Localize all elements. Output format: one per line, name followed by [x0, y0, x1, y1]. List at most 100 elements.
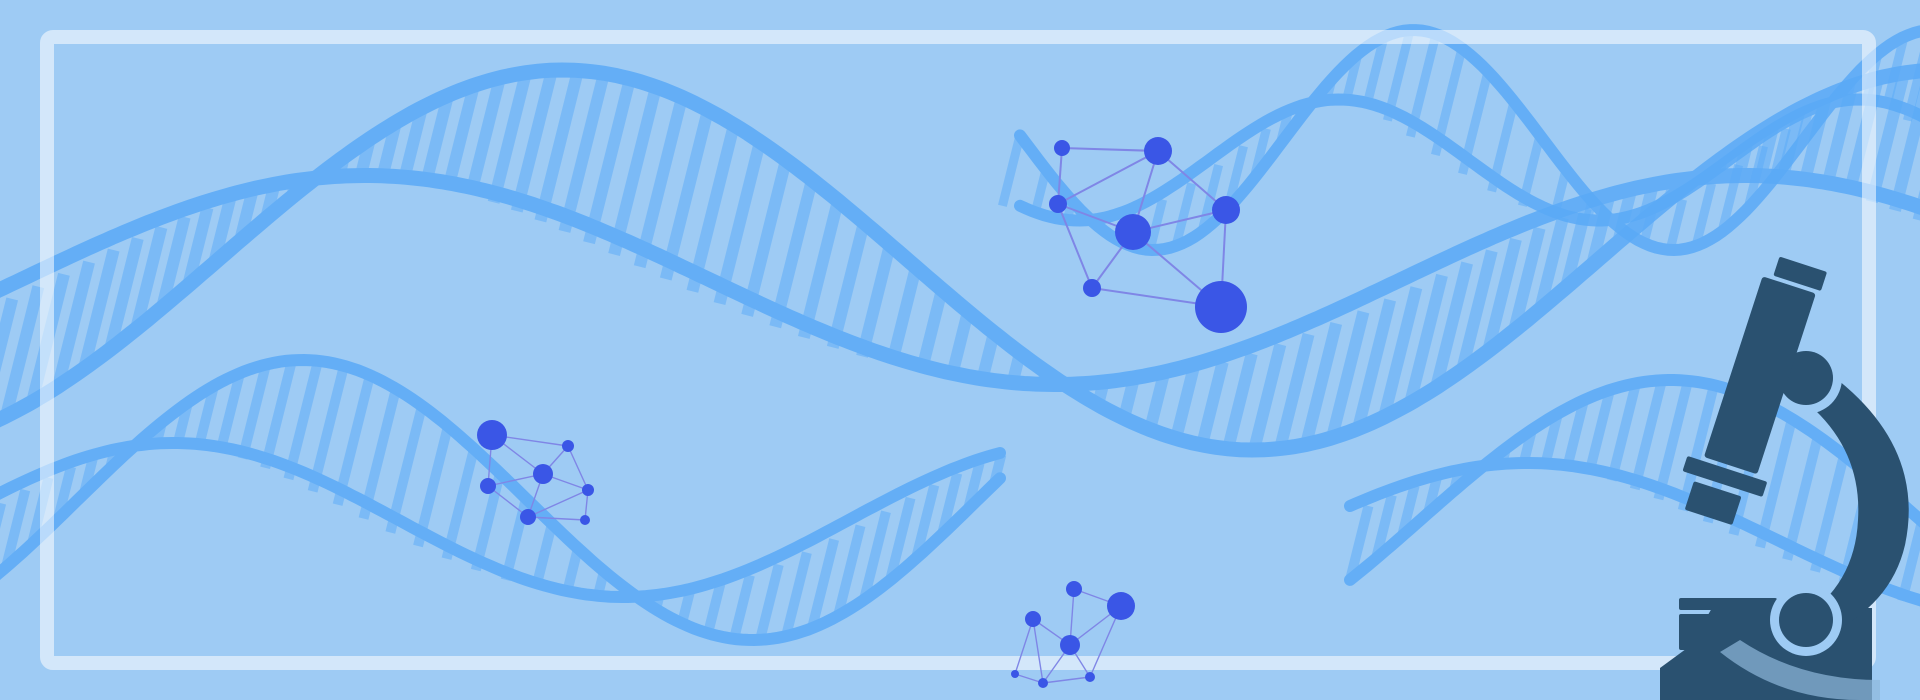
- helix-rung: [1371, 493, 1397, 560]
- helix-rung: [78, 248, 120, 371]
- molecule-small-bottom: [1011, 581, 1135, 688]
- helix-rung: [659, 108, 714, 281]
- helix-rung: [885, 265, 922, 366]
- molecule-bond: [1061, 147, 1159, 152]
- molecule-atom: [580, 515, 590, 525]
- helix-rung: [1889, 85, 1920, 212]
- molecule-atom: [1212, 196, 1240, 224]
- helix-rung: [633, 95, 688, 269]
- helix-rung: [1665, 198, 1687, 251]
- molecule-atom: [1025, 611, 1041, 627]
- helix-rung: [1170, 367, 1200, 440]
- helix-rung: [194, 384, 219, 448]
- molecule-bond: [527, 516, 586, 521]
- helix-rung: [156, 215, 191, 310]
- molecule-bond: [1042, 676, 1091, 684]
- helix-rung: [833, 524, 866, 618]
- helix-rung: [358, 387, 401, 520]
- helix-rung: [510, 68, 558, 213]
- helix-rung: [1508, 226, 1546, 333]
- helix-rung: [1629, 378, 1667, 491]
- molecule-atom: [1195, 281, 1247, 333]
- helix-rung: [1248, 343, 1287, 452]
- molecule-atom: [480, 478, 496, 494]
- helix-rung: [1, 488, 31, 569]
- molecule-large: [1049, 137, 1247, 333]
- helix-rung: [531, 522, 557, 589]
- helix-rung: [385, 404, 427, 534]
- helix-rung: [1430, 261, 1473, 390]
- molecule-atom: [1038, 678, 1048, 688]
- helix-rung: [52, 260, 95, 388]
- molecule-bond: [1032, 618, 1044, 684]
- molecule-bond: [1157, 150, 1227, 211]
- molecule-atom: [582, 484, 594, 496]
- molecule-bond: [487, 485, 529, 518]
- helix-rung: [1352, 298, 1396, 431]
- helix-rung: [1171, 182, 1196, 248]
- helix-rung: [1534, 216, 1569, 311]
- helix-rung: [1144, 373, 1170, 432]
- helix-backbone: [0, 168, 1920, 392]
- molecule-atom: [1115, 214, 1151, 250]
- helix-rung: [797, 199, 844, 339]
- molecule-atom: [1066, 581, 1082, 597]
- helix-rung: [413, 424, 453, 548]
- helix-rung: [558, 71, 610, 233]
- helix-rung: [420, 93, 454, 185]
- molecule-small-left: [477, 420, 594, 525]
- helix-rung: [487, 71, 532, 204]
- helix-rung: [104, 236, 144, 352]
- helix-rung: [237, 363, 271, 460]
- helix-rung: [307, 364, 349, 493]
- helix-rung: [729, 574, 755, 641]
- content-frame: [40, 30, 1876, 670]
- helix-rung: [1274, 332, 1315, 450]
- helix-rung: [608, 85, 662, 256]
- helix-rung: [470, 471, 505, 572]
- helix-rung: [781, 551, 812, 638]
- helix-rung: [826, 220, 870, 349]
- helix-rung: [534, 69, 584, 223]
- helix-rung: [1482, 237, 1522, 353]
- helix-rung: [741, 158, 792, 317]
- helix-rung: [1691, 182, 1716, 248]
- helix-rung: [1897, 520, 1920, 603]
- molecule-atom: [1085, 672, 1095, 682]
- helix-rung: [1145, 198, 1167, 251]
- helix-rung: [398, 106, 428, 181]
- helix-rung: [1361, 35, 1389, 110]
- molecule-bond: [1057, 147, 1063, 205]
- dna-helix-strand: [0, 62, 1920, 458]
- molecule-atom: [477, 420, 507, 450]
- helix-rung: [1881, 35, 1909, 110]
- helix-rung: [1677, 384, 1719, 512]
- molecule-atom: [520, 509, 536, 525]
- helix-rung: [1782, 434, 1823, 561]
- helix-rung: [713, 140, 766, 305]
- helix-rung: [1755, 417, 1797, 549]
- molecule-icon: [477, 137, 1247, 688]
- molecule-atom: [533, 464, 553, 484]
- molecule-atom: [1049, 195, 1067, 213]
- helix-rung: [1584, 388, 1615, 475]
- helix-rung: [1810, 454, 1849, 573]
- molecule-atom: [1144, 137, 1172, 165]
- molecule-atom: [562, 440, 574, 452]
- helix-rung: [1222, 352, 1258, 451]
- helix-rung: [1562, 398, 1589, 470]
- helix-rung: [1345, 504, 1374, 582]
- helix-backbone: [1014, 93, 1920, 227]
- molecule-atom: [1060, 635, 1080, 655]
- helix-rung: [215, 371, 245, 453]
- helix-rung: [1653, 379, 1693, 501]
- molecule-bond: [567, 445, 589, 491]
- helix-rung: [332, 374, 375, 506]
- helix-rung: [464, 76, 506, 197]
- molecule-bond: [1057, 150, 1159, 205]
- helix-rung: [686, 123, 740, 293]
- molecule-atom: [1054, 140, 1070, 156]
- helix-rung: [915, 288, 948, 373]
